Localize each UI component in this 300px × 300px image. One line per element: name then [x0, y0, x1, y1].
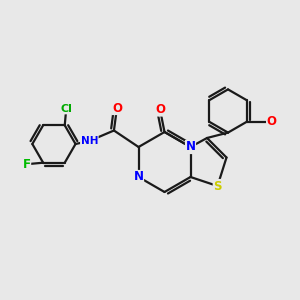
Text: F: F: [22, 158, 31, 171]
Text: Cl: Cl: [60, 104, 72, 114]
Text: NH: NH: [81, 136, 98, 146]
Text: O: O: [267, 115, 277, 128]
Text: S: S: [213, 179, 222, 193]
Text: N: N: [185, 140, 196, 154]
Text: O: O: [112, 101, 122, 115]
Text: N: N: [134, 170, 143, 184]
Text: O: O: [155, 103, 165, 116]
